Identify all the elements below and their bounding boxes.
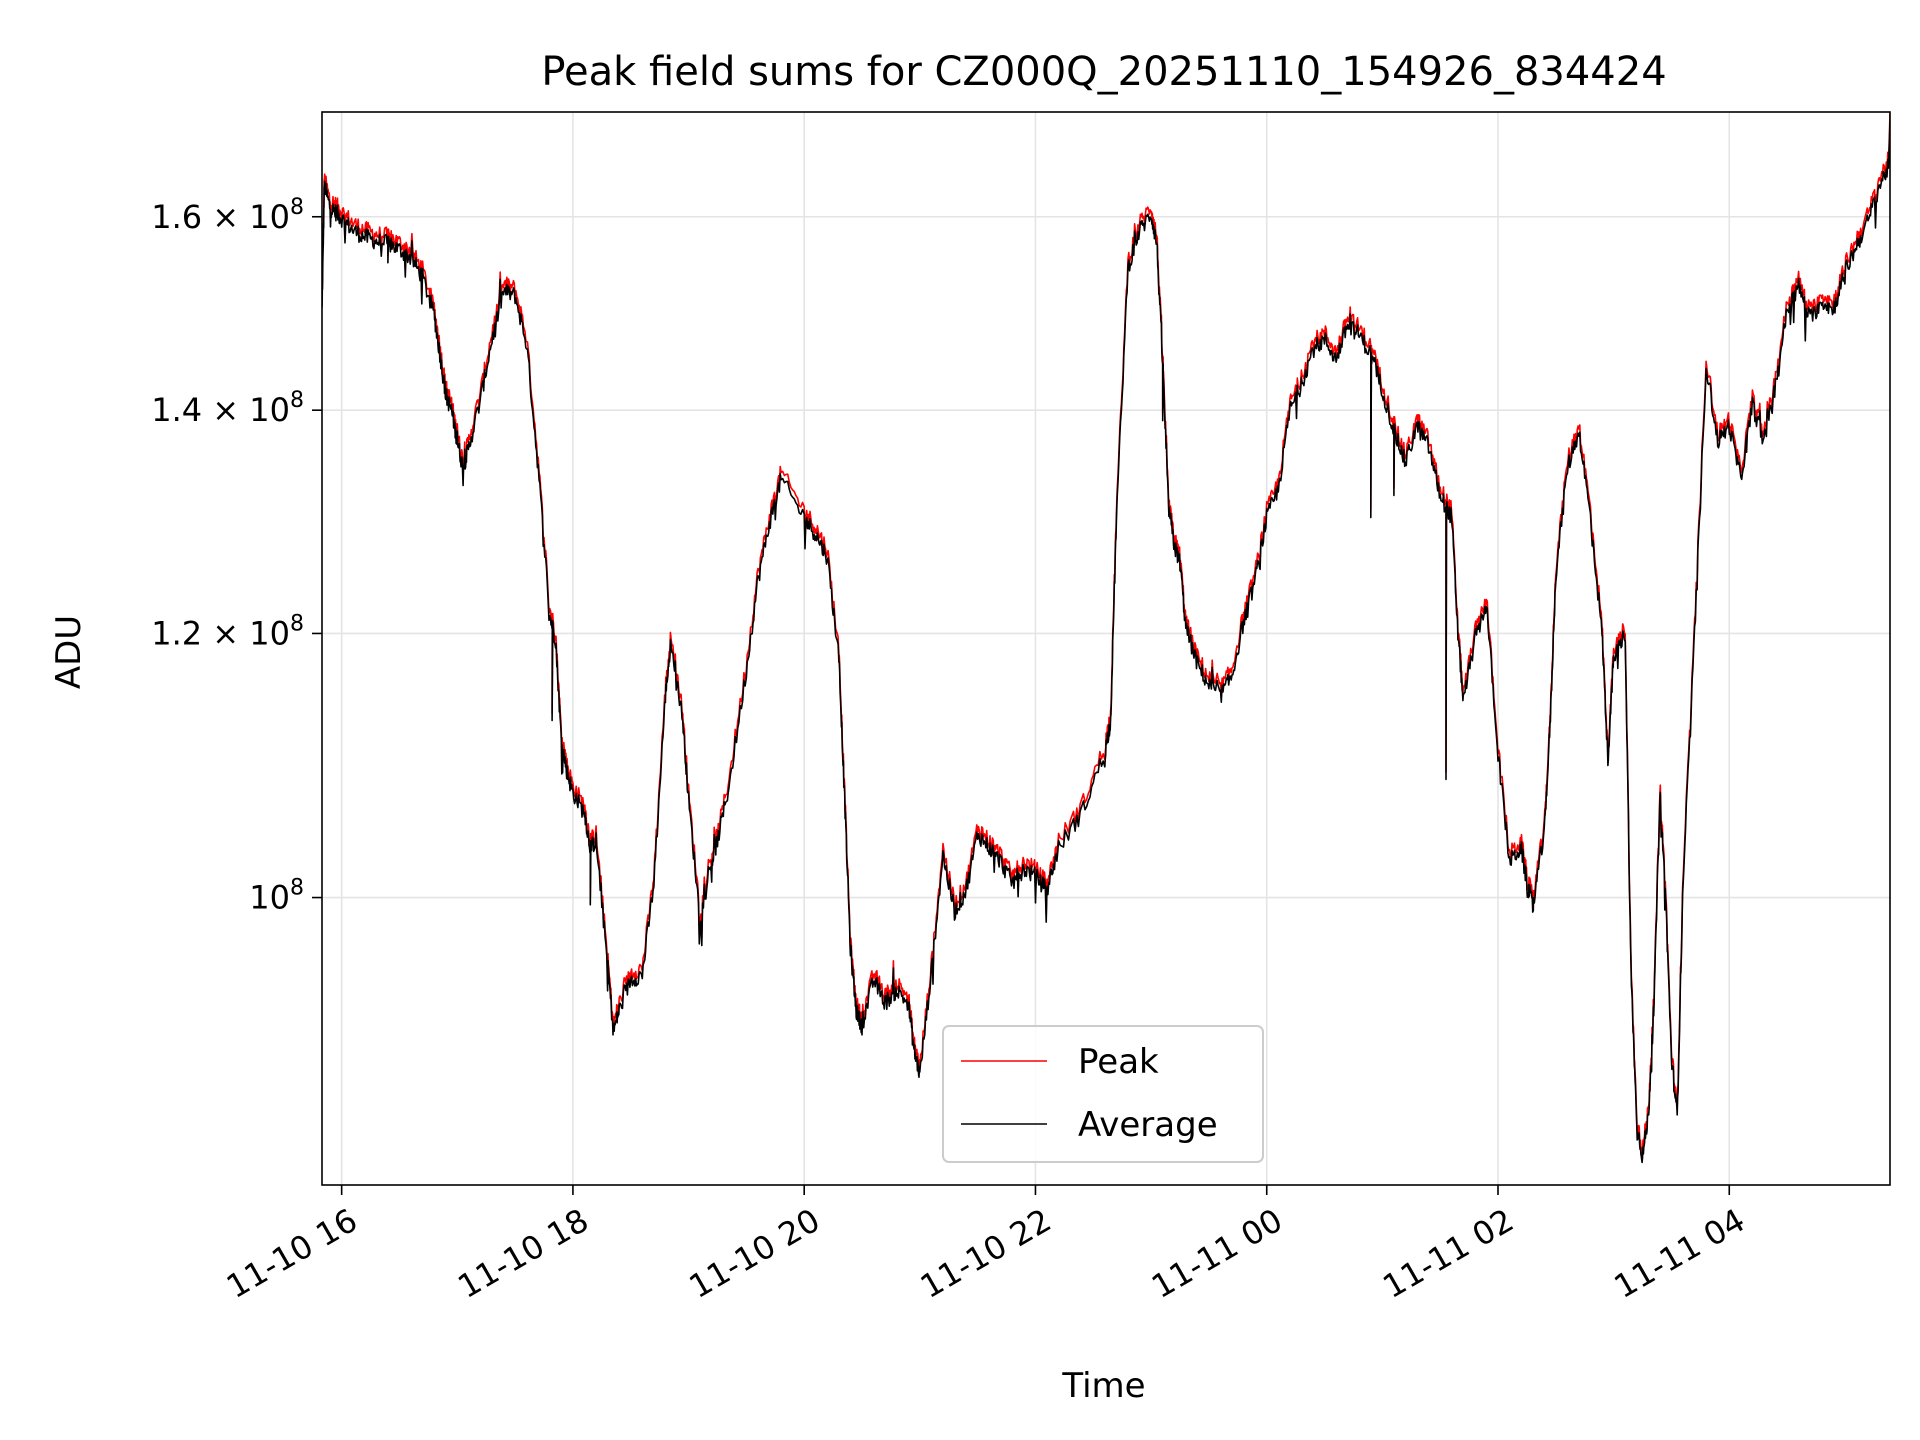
- x-tick-label: 11-10 22: [914, 1201, 1058, 1306]
- x-tick-label: 11-10 20: [683, 1201, 827, 1306]
- grid: [322, 112, 1890, 1185]
- y-axis-label: ADU: [49, 615, 89, 689]
- y-tick-label: 1.4 × 108: [151, 388, 304, 429]
- legend-box: [942, 1025, 1264, 1163]
- legend-average-label: Average: [1078, 1105, 1218, 1145]
- y-tick-label: 108: [249, 876, 304, 917]
- chart-title: Peak field sums for CZ000Q_20251110_1549…: [541, 49, 1666, 95]
- x-tick-label: 11-11 02: [1376, 1201, 1520, 1306]
- plot-frame: [321, 111, 1891, 1186]
- x-tick-label: 11-10 18: [451, 1201, 595, 1306]
- y-tick-label: 1.6 × 108: [151, 195, 304, 236]
- legend-peak-label: Peak: [1078, 1042, 1159, 1082]
- x-tick-label: 11-11 04: [1608, 1201, 1752, 1306]
- series-line-average: [322, 120, 1890, 1164]
- legend: Peak Average: [942, 1025, 1264, 1163]
- x-tick-label: 11-10 16: [220, 1201, 364, 1306]
- y-tick-label: 1.2 × 108: [151, 611, 304, 652]
- data-series: [322, 113, 1890, 1164]
- x-axis-label: Time: [1061, 1366, 1145, 1406]
- x-tick-label: 11-11 00: [1145, 1201, 1289, 1306]
